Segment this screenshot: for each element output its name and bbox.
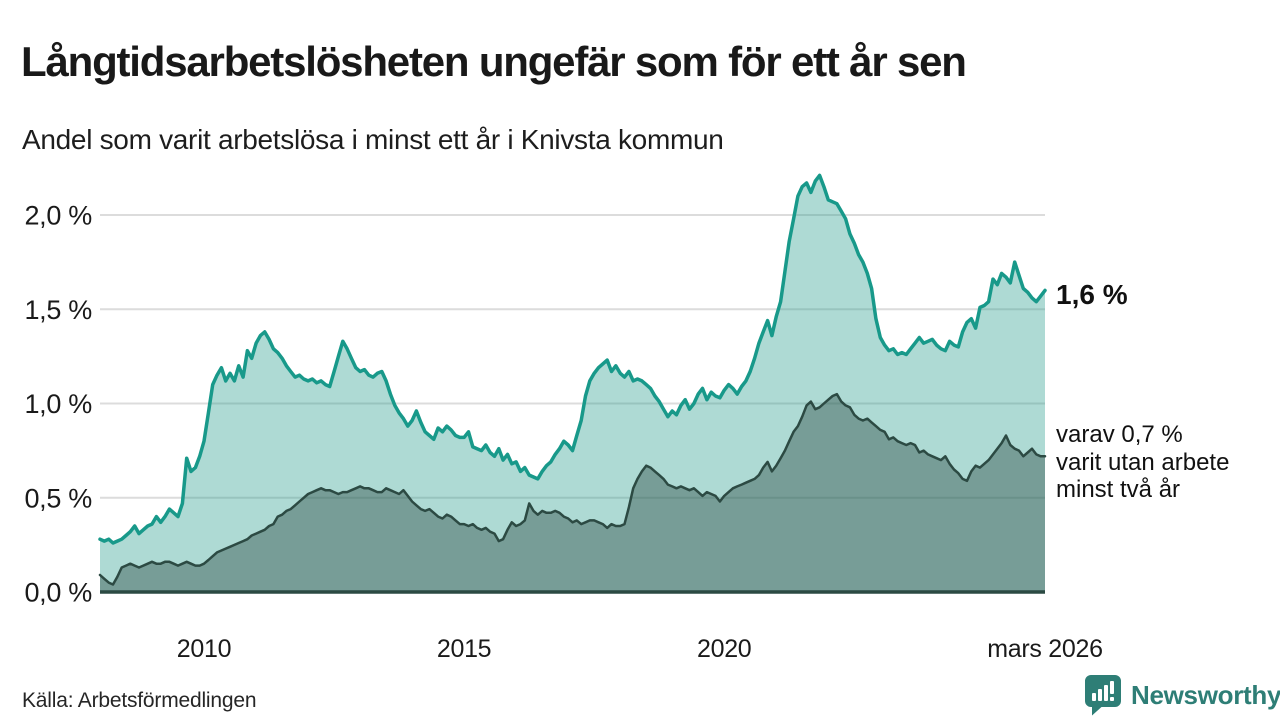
- x-tick-label: 2020: [697, 635, 751, 663]
- chart-subtitle: Andel som varit arbetslösa i minst ett å…: [22, 124, 724, 155]
- x-tick-label: 2015: [437, 635, 491, 663]
- series-total-end-label: 1,6 %: [1056, 279, 1128, 310]
- newsworthy-logo: Newsworthy: [1084, 674, 1280, 716]
- x-tick-label: mars 2026: [987, 635, 1102, 663]
- line-utan-arbete-minst-tva-ar: [98, 392, 1047, 586]
- series-sub-end-label: varav 0,7 % varit utan arbete minst två …: [1056, 421, 1230, 503]
- newsworthy-bubble-chart-icon: [1085, 675, 1121, 716]
- area-utan-arbete-minst-tva-ar: [100, 394, 1045, 592]
- chart-title: Långtidsarbetslösheten ungefär som för e…: [21, 38, 967, 86]
- source-note: Källa: Arbetsförmedlingen: [22, 689, 257, 712]
- y-tick-label: 0,0 %: [24, 578, 92, 608]
- x-tick-label: 2010: [177, 635, 231, 663]
- y-tick-label: 1,0 %: [24, 389, 92, 419]
- y-tick-label: 0,5 %: [24, 483, 92, 513]
- y-tick-label: 2,0 %: [24, 201, 92, 231]
- area-arbetslosa-minst-ett-ar: [100, 175, 1045, 592]
- line-arbetslosa-minst-ett-ar: [98, 173, 1047, 545]
- y-tick-label: 1,5 %: [24, 295, 92, 325]
- newsworthy-wordmark: Newsworthy: [1131, 679, 1280, 710]
